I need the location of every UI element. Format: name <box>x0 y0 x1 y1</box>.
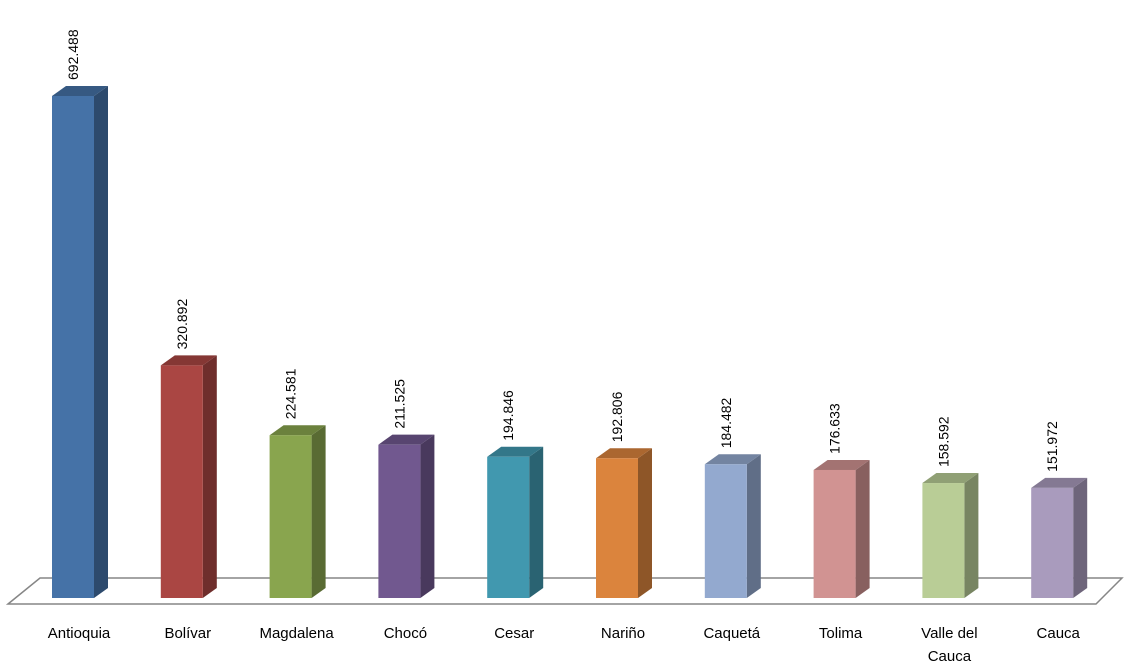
data-label: 320.892 <box>174 299 190 350</box>
bar-front <box>596 458 638 598</box>
bar <box>922 473 979 598</box>
data-label: 184.482 <box>718 397 734 448</box>
bar-front <box>269 435 312 598</box>
data-label: 194.846 <box>500 390 516 441</box>
category-label-line: Cesar <box>494 625 534 642</box>
value-label-group: 692.488 320.892 224.581 211.525 194.846 192.8… <box>65 29 1060 472</box>
bar <box>596 448 652 598</box>
bar-top <box>160 355 217 366</box>
bar-top <box>596 448 652 459</box>
bar-top <box>922 473 979 484</box>
bar-side <box>1073 477 1088 598</box>
bar-front <box>487 456 530 598</box>
data-label: 176.633 <box>827 403 843 454</box>
category-label: Cauca <box>1037 625 1081 642</box>
category-label-line: Caquetá <box>703 625 760 642</box>
category-label: Caquetá <box>703 625 760 642</box>
bar-group <box>52 86 1088 598</box>
category-label-line: Cauca <box>928 648 972 665</box>
category-label-line: Antioquia <box>48 625 111 642</box>
data-label: 192.806 <box>609 391 625 442</box>
bar <box>269 425 326 598</box>
category-label: Tolima <box>819 625 863 642</box>
category-label-line: Tolima <box>819 625 863 642</box>
bar <box>704 454 761 598</box>
category-label-line: Bolívar <box>164 625 211 642</box>
bar-top <box>487 446 544 457</box>
bar-top <box>704 454 761 465</box>
category-label-group: Antioquia Bolívar Magdalena Chocó Cesar Nariñ… <box>48 625 1081 665</box>
bar-front <box>813 469 856 598</box>
bar <box>378 434 435 598</box>
data-label: 692.488 <box>65 29 81 80</box>
category-label-line: Magdalena <box>259 625 334 642</box>
bar <box>487 446 544 598</box>
bar-side <box>746 454 761 598</box>
data-label: 158.592 <box>935 416 951 467</box>
bar-top <box>269 425 326 436</box>
bar-side <box>964 473 979 598</box>
bar-side <box>420 434 435 598</box>
data-label: 151.972 <box>1044 421 1060 472</box>
bar-front <box>378 444 421 598</box>
category-label: Antioquia <box>48 625 111 642</box>
data-label: 211.525 <box>391 379 407 429</box>
bar <box>160 355 217 598</box>
category-label: Valle del Cauca <box>921 625 977 665</box>
bar <box>813 459 870 598</box>
bar-front <box>160 365 203 598</box>
bar-front <box>52 96 94 598</box>
bar-side <box>94 86 108 598</box>
bar-top <box>813 459 870 470</box>
bar <box>52 86 108 598</box>
bar-top <box>378 434 435 445</box>
bar <box>1031 477 1088 598</box>
bar-side <box>855 459 870 598</box>
bar-top <box>1031 477 1088 488</box>
bar-front <box>1031 487 1074 598</box>
bar-top <box>52 86 108 96</box>
category-label-line: Valle del <box>921 625 977 642</box>
bar-front <box>922 483 965 598</box>
bar-side <box>638 448 652 598</box>
bar-front <box>704 464 747 598</box>
bar-side <box>311 425 326 598</box>
category-label: Bolívar <box>164 625 211 642</box>
category-label: Magdalena <box>259 625 334 642</box>
category-label: Nariño <box>601 625 645 642</box>
bar-side <box>529 446 544 598</box>
bar-side <box>202 355 217 598</box>
category-label-line: Nariño <box>601 625 645 642</box>
category-label-line: Cauca <box>1037 625 1081 642</box>
data-label: 224.581 <box>283 368 299 419</box>
category-label: Cesar <box>494 625 534 642</box>
category-label-line: Chocó <box>384 625 427 642</box>
category-label: Chocó <box>384 625 427 642</box>
